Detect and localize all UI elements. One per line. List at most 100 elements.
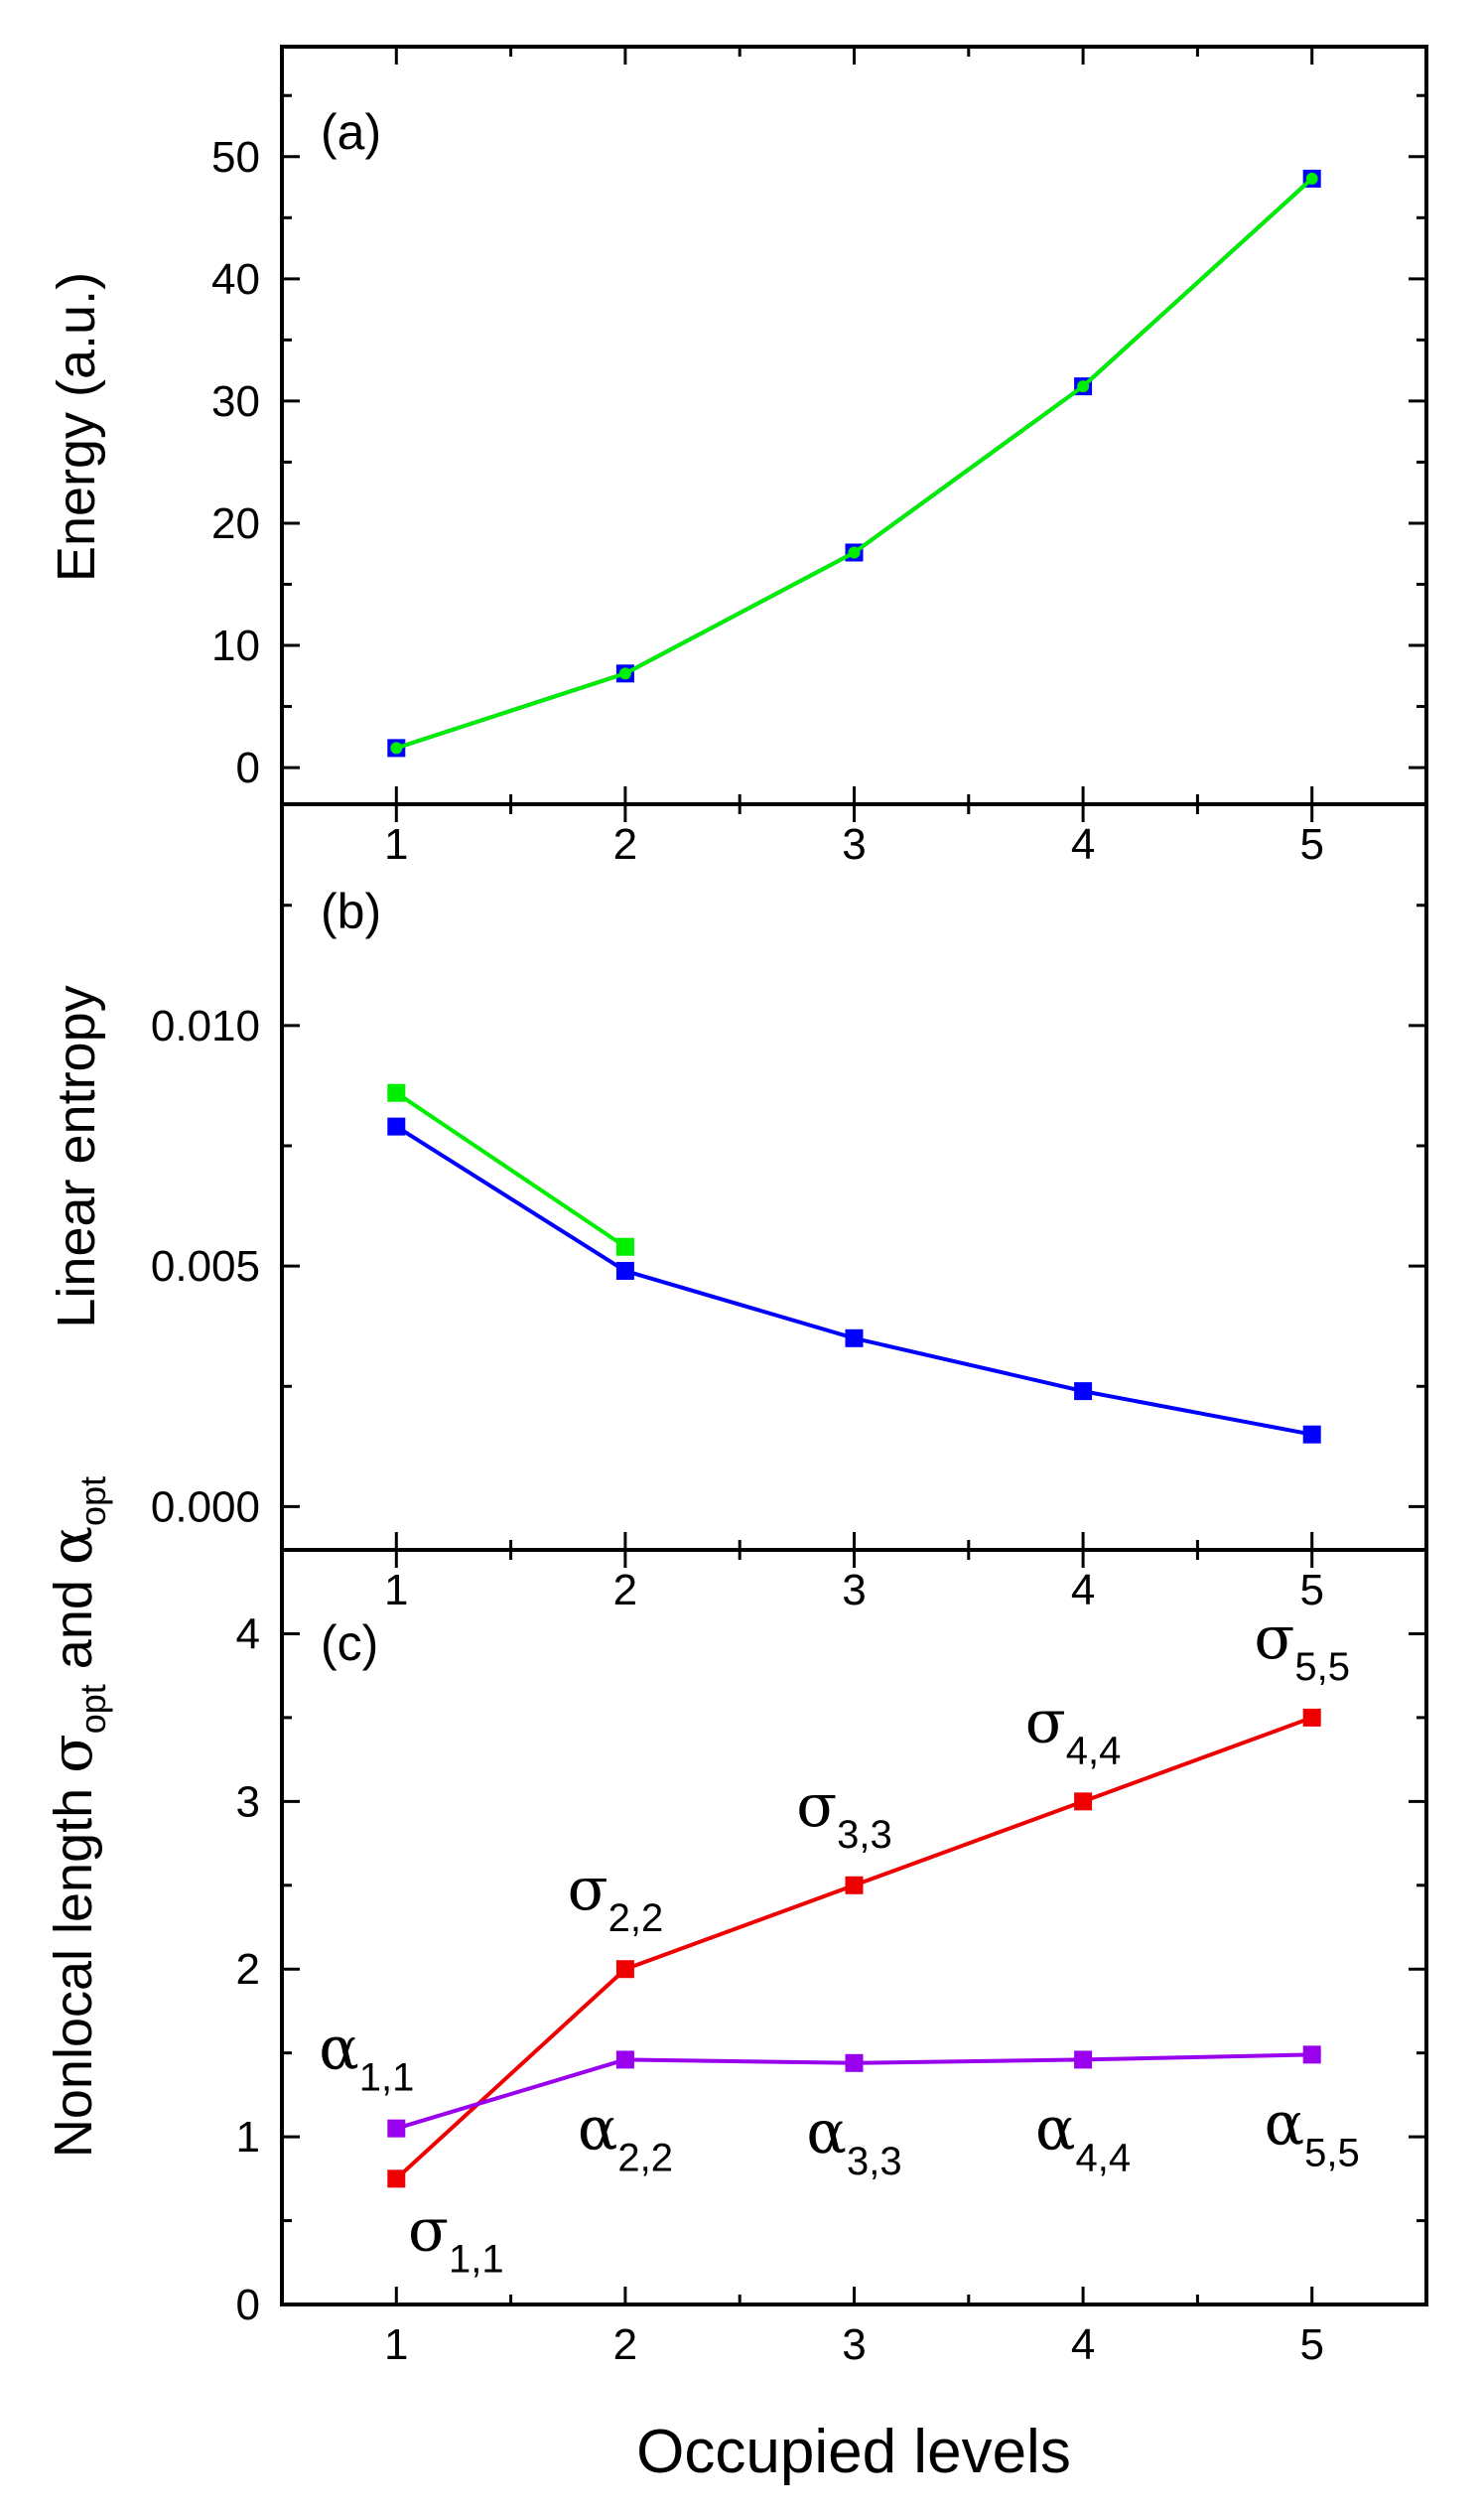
panel-b-x-tick-label: 1: [384, 1566, 408, 1614]
sigma-annotation-symbol: σ: [1254, 1604, 1294, 1673]
panel-c-sigma-point: [387, 2169, 406, 2188]
alpha-annotation-symbol: α: [806, 2098, 847, 2167]
panel-c-y-tick-label: 2: [236, 1945, 260, 1994]
panel-a-series-green-point: [1305, 172, 1318, 185]
alpha-annotation-symbol: α: [319, 2015, 359, 2084]
panel-c-sigma-point: [1302, 1708, 1321, 1727]
panel-b-series-layer: [387, 1083, 1321, 1444]
panel-a-label: (a): [321, 104, 381, 160]
panel-a-y-tick-label: 30: [211, 377, 260, 426]
x-axis-title: Occupied levels: [636, 2418, 1071, 2486]
panel-a-x-tick-label: 5: [1299, 820, 1323, 869]
panel-a-y-tick-label: 40: [211, 255, 260, 304]
panel-b-x-tick-label: 2: [613, 1566, 637, 1614]
sigma-annotation: σ3,3: [796, 1771, 892, 1857]
alpha-annotation: α5,5: [1265, 2089, 1360, 2174]
panel-c-x-tick-label: 1: [384, 2320, 408, 2369]
panel-b-series-blue-point: [845, 1328, 864, 1347]
y-title-middle: and: [44, 1565, 103, 1684]
panel-b-ticks: 1 2 3 4 5 0.000 0.005 0.010: [151, 804, 1426, 1614]
alpha-annotation-subscript: 4,4: [1076, 2136, 1132, 2179]
panel-c-sigma-point: [615, 1960, 634, 1979]
panel-b-y-tick-label: 0.000: [151, 1482, 260, 1531]
panel-c-alpha-point: [845, 2053, 864, 2072]
panel-b-series-green-line: [395, 1091, 627, 1249]
panel-a-y-axis-title: Energy (a.u.): [47, 272, 106, 582]
panel-b-series-green-point: [615, 1237, 634, 1256]
sigma-annotation-symbol: σ: [568, 1855, 608, 1924]
panel-c-ticks: 1 2 3 4 5 0 1 2 3 4: [236, 1548, 1426, 2369]
panel-c-x-tick-label: 3: [842, 2320, 866, 2369]
sigma-annotation: σ4,4: [1025, 1687, 1122, 1772]
alpha-annotation: α3,3: [806, 2098, 901, 2183]
sigma-annotation: σ2,2: [568, 1855, 664, 1940]
panel-a-y-tick-label: 10: [211, 622, 260, 670]
sigma-annotation-symbol: σ: [796, 1771, 837, 1841]
panel-c-alpha-point: [615, 2050, 634, 2069]
panel-c-annotations: σ1,1σ2,2σ3,3σ4,4σ5,5α1,1α2,2 α3,3 α4,4 α5,5: [319, 1604, 1360, 2281]
panel-a-y-tick-label: 20: [211, 499, 260, 548]
panel-c-y-tick-label: 4: [236, 1609, 260, 1658]
alpha-annotation-subscript: 2,2: [617, 2136, 673, 2179]
panel-a-series-green-point: [618, 667, 631, 680]
panel-a-x-tick-label: 1: [384, 820, 408, 869]
panel-b-series-blue-point: [1302, 1425, 1321, 1444]
alpha-annotation-symbol: α: [1035, 2094, 1076, 2164]
panel-c-x-tick-label: 2: [613, 2320, 637, 2369]
sigma-annotation-subscript: 1,1: [449, 2237, 504, 2281]
panel-a-series-green-point: [1077, 380, 1090, 393]
panel-c-sigma-point: [845, 1876, 864, 1894]
panel-a-y-tick-label: 50: [211, 133, 260, 182]
panel-c-sigma-point: [1074, 1792, 1093, 1811]
panel-c-y-tick-label: 3: [236, 1777, 260, 1826]
panel-c-series-layer: [387, 1708, 1321, 2188]
panel-b-label: (b): [321, 884, 381, 939]
alpha-annotation-subscript: 3,3: [847, 2140, 902, 2183]
panel-c-alpha-point: [387, 2119, 406, 2138]
panel-b-x-tick-label: 3: [842, 1566, 866, 1614]
panel-c-x-tick-label: 5: [1299, 2320, 1323, 2369]
panel-b-series-blue-point: [615, 1261, 634, 1280]
panel-b-series-blue-point: [387, 1117, 406, 1136]
panel-a-series-green-point: [848, 546, 861, 559]
sigma-annotation: σ5,5: [1254, 1604, 1350, 1689]
panel-c-x-tick-label: 4: [1071, 2320, 1095, 2369]
panel-a-x-tick-label: 3: [842, 820, 866, 869]
y-title-sigma-sub: opt: [72, 1684, 113, 1734]
panel-a-series-green-point: [390, 742, 403, 755]
y-title-sigma: σ: [38, 1734, 105, 1773]
panel-a-x-tick-label: 4: [1071, 820, 1095, 869]
sigma-annotation-subscript: 5,5: [1294, 1645, 1350, 1689]
sigma-annotation: σ1,1: [408, 2195, 504, 2281]
alpha-annotation-symbol: α: [578, 2094, 618, 2164]
sigma-annotation-symbol: σ: [1025, 1687, 1066, 1756]
y-title-alpha-sub: opt: [72, 1476, 113, 1526]
sigma-annotation-subscript: 4,4: [1066, 1729, 1122, 1772]
alpha-annotation: α2,2: [578, 2094, 673, 2179]
panel-b-x-tick-label: 5: [1299, 1566, 1323, 1614]
panel-b-x-tick-label: 4: [1071, 1566, 1095, 1614]
alpha-annotation-symbol: α: [1265, 2089, 1305, 2159]
panel-c-y-axis-title: Nonlocal length σopt and αopt: [38, 1476, 113, 2158]
panel-c-y-tick-label: 0: [236, 2281, 260, 2329]
panel-c-y-tick-label: 1: [236, 2113, 260, 2162]
panel-b-series-green-point: [387, 1083, 406, 1102]
panel-c-alpha-point: [1302, 2045, 1321, 2064]
alpha-annotation: α1,1: [319, 2015, 414, 2100]
sigma-annotation-subscript: 2,2: [608, 1896, 664, 1940]
alpha-annotation-subscript: 5,5: [1304, 2131, 1360, 2174]
panel-b-y-tick-label: 0.010: [151, 1002, 260, 1050]
y-title-prefix: Nonlocal length: [44, 1773, 103, 2158]
alpha-annotation-subscript: 1,1: [359, 2056, 415, 2100]
sigma-annotation-subscript: 3,3: [837, 1813, 892, 1857]
alpha-annotation: α4,4: [1035, 2094, 1131, 2179]
panel-c-label: (c): [321, 1615, 378, 1671]
panel-b-linear-entropy: 1 2 3 4 5 0.000 0.005 0.010 (b) Linear entropy: [47, 802, 1428, 1614]
panel-a-series-layer: [387, 169, 1321, 758]
panel-c-alpha-point: [1074, 2050, 1093, 2069]
panel-a-y-tick-label: 0: [236, 744, 260, 792]
